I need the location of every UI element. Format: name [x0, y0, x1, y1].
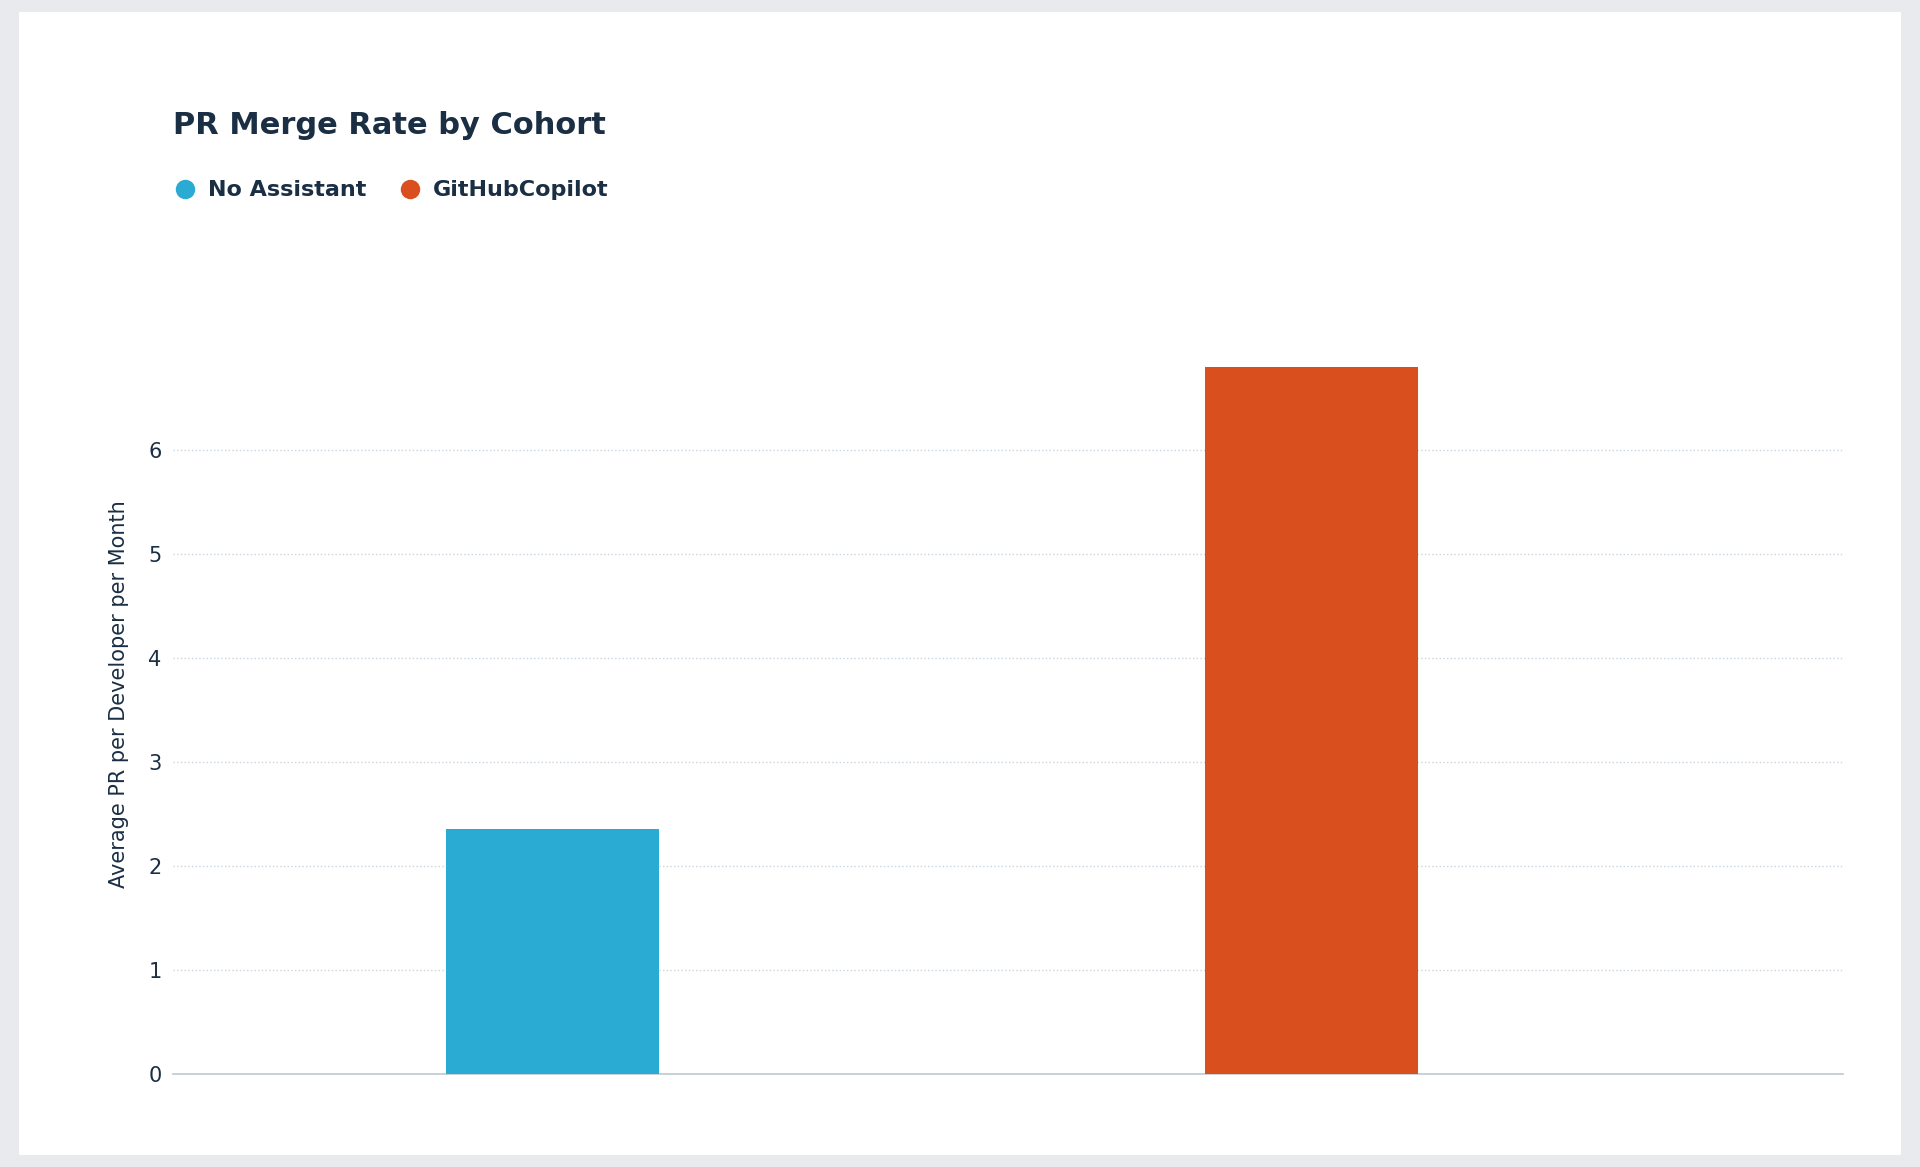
Legend: No Assistant, GitHubCopilot: No Assistant, GitHubCopilot: [175, 181, 609, 201]
Bar: [445, 830, 659, 1074]
Text: PR Merge Rate by Cohort: PR Merge Rate by Cohort: [173, 111, 605, 140]
Y-axis label: Average PR per Developer per Month: Average PR per Developer per Month: [109, 501, 129, 888]
Bar: [1206, 368, 1419, 1074]
